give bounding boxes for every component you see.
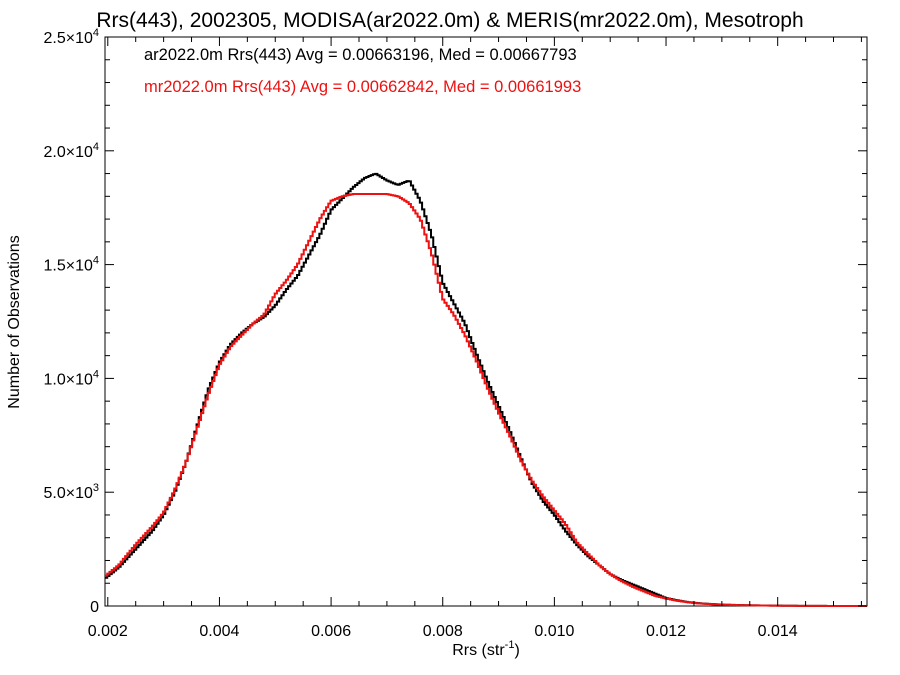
annotation-ar2022: ar2022.0m Rrs(443) Avg = 0.00663196, Med… xyxy=(144,46,577,64)
series-layer xyxy=(105,172,867,607)
y-tick-label: 2.0×104 xyxy=(43,141,99,161)
chart-title: Rrs(443), 2002305, MODISA(ar2022.0m) & M… xyxy=(96,9,803,32)
x-tick-label: 0.008 xyxy=(423,623,463,640)
y-axis: 0 5.0×103 1.0×104 1.5×104 2.0×104 2.5×104 xyxy=(43,27,867,616)
series-line-ar2022 xyxy=(105,172,867,607)
annotation-mr2022: mr2022.0m Rrs(443) Avg = 0.00662842, Med… xyxy=(144,78,581,96)
x-tick-label: 0.010 xyxy=(534,623,574,640)
x-tick-label: 0.004 xyxy=(199,623,239,640)
x-tick-label: 0.006 xyxy=(311,623,351,640)
y-tick-label: 0 xyxy=(90,599,99,616)
x-axis-label: Rrs (str-1) xyxy=(452,639,520,659)
y-tick-label: 1.5×104 xyxy=(43,255,99,275)
y-axis-label: Number of Observations xyxy=(6,235,23,408)
plot-frame xyxy=(104,36,868,607)
x-tick-label: 0.012 xyxy=(646,623,686,640)
y-tick-label: 2.5×104 xyxy=(43,27,99,47)
x-tick-label: 0.002 xyxy=(88,623,128,640)
y-tick-label: 5.0×103 xyxy=(43,482,99,502)
y-tick-label: 1.0×104 xyxy=(43,368,99,388)
x-tick-label: 0.014 xyxy=(758,623,798,640)
x-axis: 0.002 0.004 0.006 0.008 0.010 0.012 0.014 xyxy=(88,37,862,640)
series-line-mr2022 xyxy=(105,193,867,607)
